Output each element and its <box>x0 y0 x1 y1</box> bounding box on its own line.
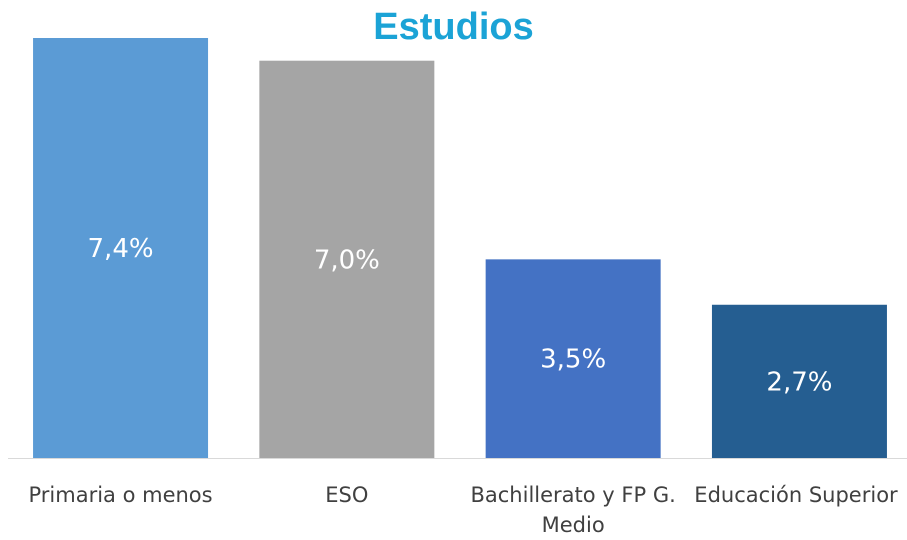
data-label: 2,7% <box>766 367 832 397</box>
x-tick-label: Bachillerato y FP G. Medio <box>470 483 676 537</box>
x-tick-label: ESO <box>325 483 369 507</box>
data-label: 7,4% <box>88 234 154 264</box>
bar <box>33 38 209 458</box>
x-tick-label: Educación Superior <box>694 483 898 507</box>
data-label: 3,5% <box>540 345 606 375</box>
bar <box>259 60 435 459</box>
bar <box>711 304 887 458</box>
x-tick-label: Primaria o menos <box>28 483 213 507</box>
chart-title: Estudios <box>373 6 534 48</box>
bar <box>485 259 661 458</box>
data-label: 7,0% <box>314 245 380 275</box>
